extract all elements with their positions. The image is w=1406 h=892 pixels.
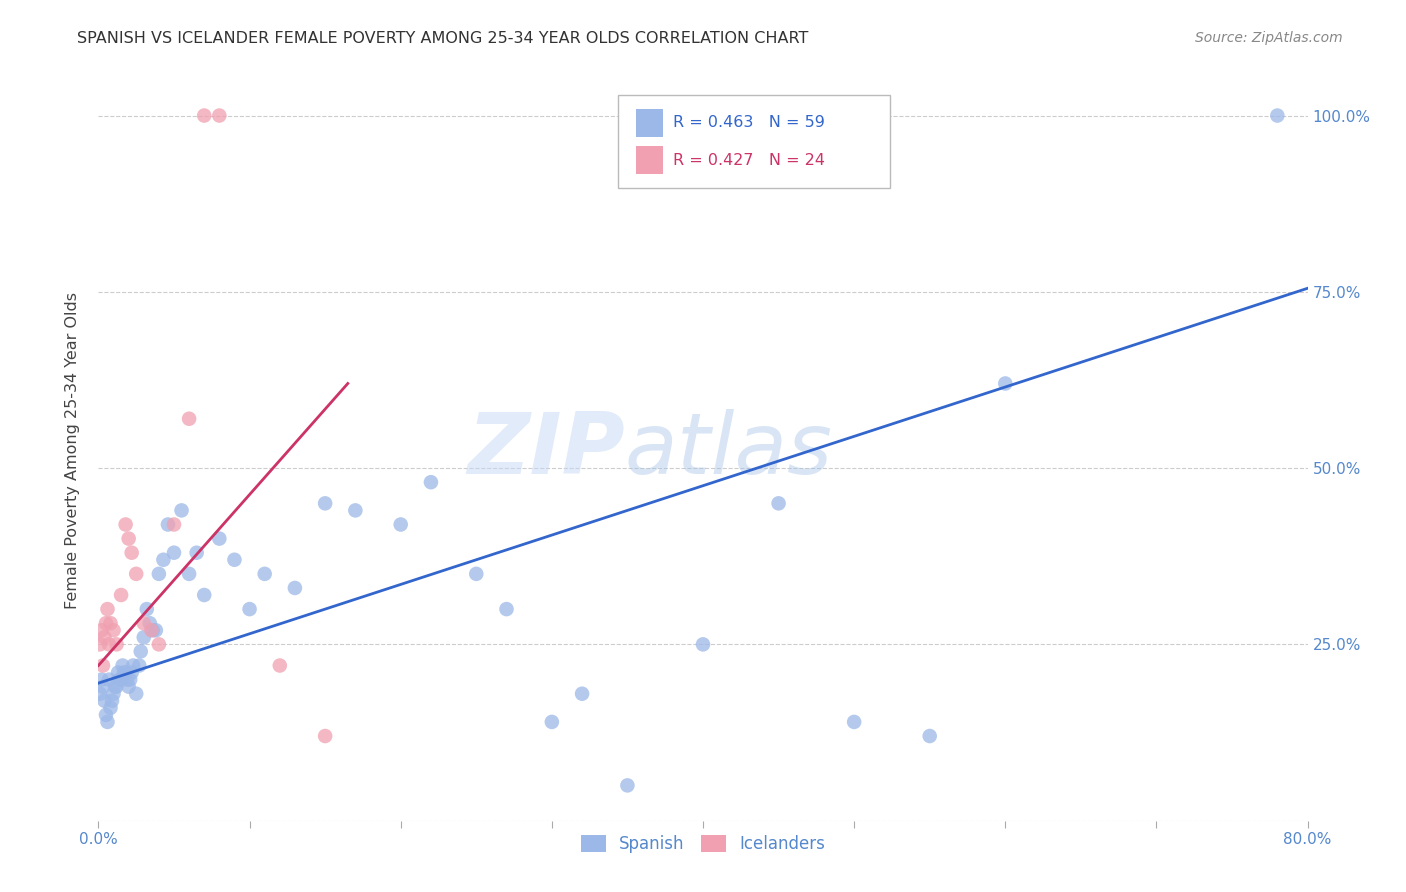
Point	[94, 616, 117, 631]
Point	[96, 602, 118, 616]
Point	[118, 680, 141, 694]
Point	[208, 532, 231, 546]
Point	[918, 729, 941, 743]
Point	[616, 778, 638, 792]
Point	[314, 729, 336, 743]
Point	[139, 616, 162, 631]
Point	[186, 546, 208, 560]
Y-axis label: Female Poverty Among 25-34 Year Olds: Female Poverty Among 25-34 Year Olds	[65, 292, 80, 609]
Point	[91, 680, 114, 694]
Point	[141, 624, 163, 638]
Point	[90, 673, 112, 687]
Point	[110, 588, 132, 602]
Point	[120, 673, 142, 687]
Point	[132, 616, 155, 631]
Point	[111, 658, 134, 673]
Point	[1267, 109, 1289, 123]
Point	[118, 532, 141, 546]
Point	[125, 687, 148, 701]
Point	[105, 680, 128, 694]
Point	[98, 673, 121, 687]
Point	[389, 517, 412, 532]
Point	[103, 687, 125, 701]
Point	[121, 665, 143, 680]
Text: R = 0.463   N = 59: R = 0.463 N = 59	[673, 115, 825, 130]
Point	[768, 496, 790, 510]
Point	[122, 658, 145, 673]
Point	[284, 581, 307, 595]
Point	[142, 624, 165, 638]
Point	[163, 517, 186, 532]
Point	[179, 411, 201, 425]
Point	[125, 566, 148, 581]
Point	[193, 588, 215, 602]
Point	[114, 665, 136, 680]
Text: atlas: atlas	[624, 409, 832, 492]
Point	[224, 553, 246, 567]
Point	[103, 624, 125, 638]
Point	[91, 658, 114, 673]
FancyBboxPatch shape	[619, 95, 890, 187]
Point	[179, 566, 201, 581]
Legend: Spanish, Icelanders: Spanish, Icelanders	[581, 835, 825, 853]
Point	[193, 109, 215, 123]
Point	[107, 665, 129, 680]
Text: Source: ZipAtlas.com: Source: ZipAtlas.com	[1195, 31, 1343, 45]
Point	[170, 503, 193, 517]
Point	[156, 517, 179, 532]
Point	[89, 637, 111, 651]
Point	[93, 694, 115, 708]
Text: ZIP: ZIP	[467, 409, 624, 492]
Point	[253, 566, 276, 581]
Point	[844, 714, 866, 729]
Point	[100, 701, 122, 715]
Point	[344, 503, 367, 517]
Point	[420, 475, 443, 490]
Point	[994, 376, 1017, 391]
Point	[135, 602, 157, 616]
Point	[495, 602, 517, 616]
Point	[163, 546, 186, 560]
Point	[129, 644, 152, 658]
Point	[571, 687, 593, 701]
Point	[132, 630, 155, 644]
Point	[239, 602, 262, 616]
Point	[90, 624, 112, 638]
Point	[96, 714, 118, 729]
Point	[110, 673, 132, 687]
Point	[89, 687, 111, 701]
Point	[152, 553, 174, 567]
Point	[540, 714, 562, 729]
Text: R = 0.427   N = 24: R = 0.427 N = 24	[673, 153, 825, 168]
Point	[115, 673, 138, 687]
Point	[101, 694, 124, 708]
Point	[93, 630, 115, 644]
Point	[121, 546, 143, 560]
Point	[692, 637, 714, 651]
Point	[128, 658, 150, 673]
Bar	[637, 109, 664, 136]
Point	[100, 616, 122, 631]
Point	[148, 637, 170, 651]
Point	[98, 637, 121, 651]
Point	[465, 566, 488, 581]
Point	[104, 680, 127, 694]
Point	[145, 624, 167, 638]
Point	[314, 496, 336, 510]
Point	[114, 517, 136, 532]
Point	[112, 665, 135, 680]
Point	[94, 707, 117, 722]
Point	[269, 658, 291, 673]
Text: SPANISH VS ICELANDER FEMALE POVERTY AMONG 25-34 YEAR OLDS CORRELATION CHART: SPANISH VS ICELANDER FEMALE POVERTY AMON…	[77, 31, 808, 46]
Bar	[637, 146, 664, 174]
Point	[208, 109, 231, 123]
Point	[148, 566, 170, 581]
Point	[108, 673, 131, 687]
Point	[105, 637, 128, 651]
